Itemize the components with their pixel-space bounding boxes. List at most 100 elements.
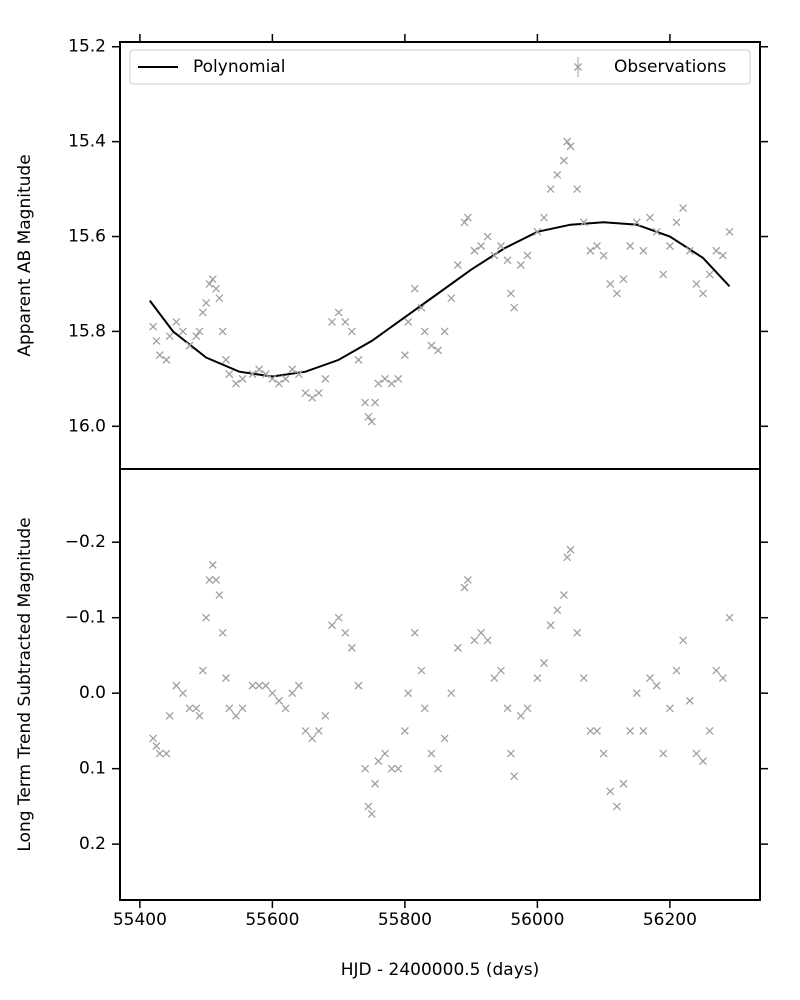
observation-marker — [692, 280, 701, 288]
observation-marker — [238, 704, 247, 713]
observation-marker — [178, 327, 187, 336]
observation-marker — [563, 137, 572, 146]
observation-marker — [222, 674, 230, 683]
observation-marker — [341, 628, 350, 637]
observation-marker — [155, 351, 164, 360]
observation-marker — [387, 379, 396, 388]
observation-marker — [718, 251, 727, 260]
observation-marker — [205, 280, 214, 288]
observation-marker — [612, 802, 621, 811]
observation-marker — [546, 185, 555, 194]
observation-marker — [434, 346, 442, 355]
observation-marker — [506, 749, 515, 758]
legend-label: Polynomial — [193, 57, 285, 77]
observation-marker — [198, 666, 207, 675]
observation-marker — [215, 591, 224, 600]
panel: −0.2 −0.1 0.0 0.1 0.2 55400 55600 55800 56000 562… — [15, 468, 768, 980]
observation-marker — [288, 689, 297, 698]
observation-marker — [712, 246, 721, 255]
observation-marker — [593, 242, 601, 250]
observation-marker — [208, 560, 217, 569]
y-axis-label: Apparent AB Magnitude — [15, 154, 35, 356]
observation-marker — [447, 294, 456, 303]
observation-marker — [195, 711, 204, 720]
observation-marker — [612, 289, 621, 298]
observation-marker — [559, 591, 568, 600]
observation-marker — [725, 613, 734, 622]
observation-marker — [427, 749, 436, 758]
observation-marker — [646, 213, 654, 222]
observation-marker — [685, 246, 694, 255]
observation-marker — [361, 764, 370, 773]
observation-marker — [659, 270, 668, 279]
observation-marker — [496, 242, 505, 250]
trend-line — [149, 221, 731, 378]
legend-marker — [574, 63, 582, 71]
y-tick-label: −0.1 — [65, 608, 106, 628]
y-axis-label: Long Term Trend Subtracted Magnitude — [15, 517, 35, 851]
observation-marker — [579, 218, 588, 227]
observation-marker — [202, 298, 211, 307]
x-axis-label: HJD - 2400000.5 (days) — [341, 960, 540, 980]
observation-marker — [503, 256, 512, 265]
observation-marker — [496, 666, 505, 675]
observation-marker — [626, 726, 635, 735]
observation-marker — [238, 374, 247, 383]
observation-marker — [155, 749, 164, 758]
observation-marker — [705, 726, 714, 735]
observation-marker — [453, 643, 462, 652]
legend-label: Observations — [614, 57, 727, 77]
observation-marker — [593, 726, 601, 735]
observation-marker — [275, 379, 283, 388]
observation-marker — [371, 779, 380, 788]
observation-marker — [192, 332, 201, 341]
observation-marker — [281, 374, 290, 383]
observation-marker — [394, 764, 403, 773]
observation-marker — [533, 227, 542, 236]
observation-marker — [646, 674, 654, 683]
observation-marker — [404, 317, 413, 326]
observation-marker — [222, 355, 230, 364]
observation-marker — [440, 327, 449, 336]
observation-marker — [712, 666, 721, 675]
x-tick-label: 55800 — [378, 910, 432, 930]
observation-marker — [632, 218, 641, 227]
observation-marker — [275, 696, 283, 705]
observation-marker — [314, 726, 323, 735]
observation-marker — [387, 764, 396, 773]
observation-marker — [261, 681, 270, 690]
observation-marker — [659, 749, 668, 758]
observation-marker — [516, 711, 525, 720]
plot-frame — [119, 41, 761, 470]
observation-marker — [599, 251, 608, 260]
y-tick-label: 15.4 — [68, 132, 106, 152]
observation-marker — [477, 628, 486, 637]
observation-marker — [632, 689, 641, 698]
observation-marker — [198, 308, 207, 317]
observation-marker — [268, 374, 277, 383]
y-tick-label: 15.2 — [68, 37, 106, 57]
observation-marker — [367, 417, 376, 426]
observation-marker — [185, 341, 194, 350]
observation-marker — [248, 681, 257, 690]
observation-marker — [427, 341, 436, 350]
y-tick-label: 16.0 — [68, 416, 106, 436]
y-tick-label: 0.1 — [79, 759, 106, 779]
y-tick-label: 15.8 — [68, 321, 106, 341]
observation-marker — [420, 704, 429, 713]
observation-marker — [208, 275, 217, 284]
observation-marker — [434, 764, 442, 773]
observation-marker — [483, 232, 492, 241]
observation-marker — [367, 809, 376, 818]
observation-marker — [162, 355, 171, 364]
observation-marker — [705, 270, 714, 279]
observation-marker — [692, 749, 701, 758]
observation-marker — [400, 726, 409, 735]
observation-marker — [652, 681, 661, 690]
observation-marker — [619, 275, 628, 284]
observation-marker — [162, 749, 171, 758]
observation-marker — [165, 332, 174, 341]
observation-marker — [665, 242, 674, 250]
observation-marker — [400, 351, 409, 360]
